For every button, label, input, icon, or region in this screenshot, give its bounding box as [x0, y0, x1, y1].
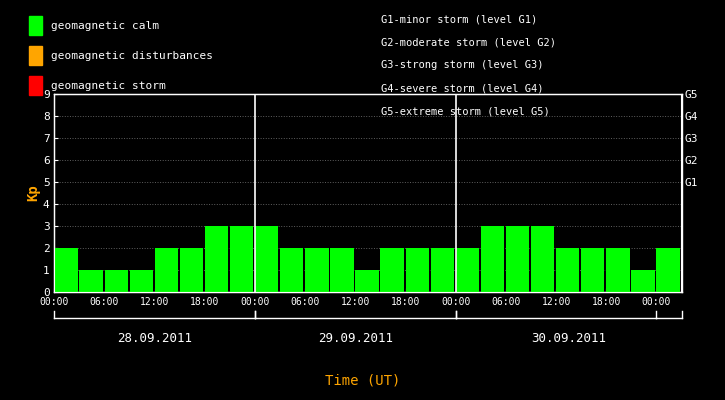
Text: Time (UT): Time (UT) [325, 374, 400, 388]
Bar [54, 248, 78, 292]
Bar [305, 248, 328, 292]
Bar [130, 270, 153, 292]
Text: geomagnetic disturbances: geomagnetic disturbances [51, 51, 212, 61]
Bar [331, 248, 354, 292]
Text: geomagnetic calm: geomagnetic calm [51, 20, 159, 31]
Bar [80, 270, 103, 292]
Text: G2-moderate storm (level G2): G2-moderate storm (level G2) [381, 37, 555, 47]
Bar [431, 248, 454, 292]
Y-axis label: Kp: Kp [26, 185, 40, 201]
Text: 28.09.2011: 28.09.2011 [117, 332, 192, 344]
Bar [230, 226, 253, 292]
Text: G3-strong storm (level G3): G3-strong storm (level G3) [381, 60, 543, 70]
Bar [381, 248, 404, 292]
Text: 30.09.2011: 30.09.2011 [531, 332, 606, 344]
Bar [355, 270, 378, 292]
Bar [631, 270, 655, 292]
Bar [481, 226, 504, 292]
Bar [456, 248, 479, 292]
Bar [280, 248, 304, 292]
Bar [581, 248, 605, 292]
Bar [154, 248, 178, 292]
Bar [656, 248, 680, 292]
Text: G4-severe storm (level G4): G4-severe storm (level G4) [381, 84, 543, 94]
Bar [180, 248, 203, 292]
Bar [606, 248, 629, 292]
Bar [205, 226, 228, 292]
Text: G1-minor storm (level G1): G1-minor storm (level G1) [381, 14, 537, 24]
Bar [556, 248, 579, 292]
Text: 29.09.2011: 29.09.2011 [318, 332, 393, 344]
Bar [255, 226, 278, 292]
Bar [531, 226, 555, 292]
Bar [104, 270, 128, 292]
Bar [405, 248, 429, 292]
Text: geomagnetic storm: geomagnetic storm [51, 81, 165, 91]
Bar [506, 226, 529, 292]
Text: G5-extreme storm (level G5): G5-extreme storm (level G5) [381, 107, 550, 117]
